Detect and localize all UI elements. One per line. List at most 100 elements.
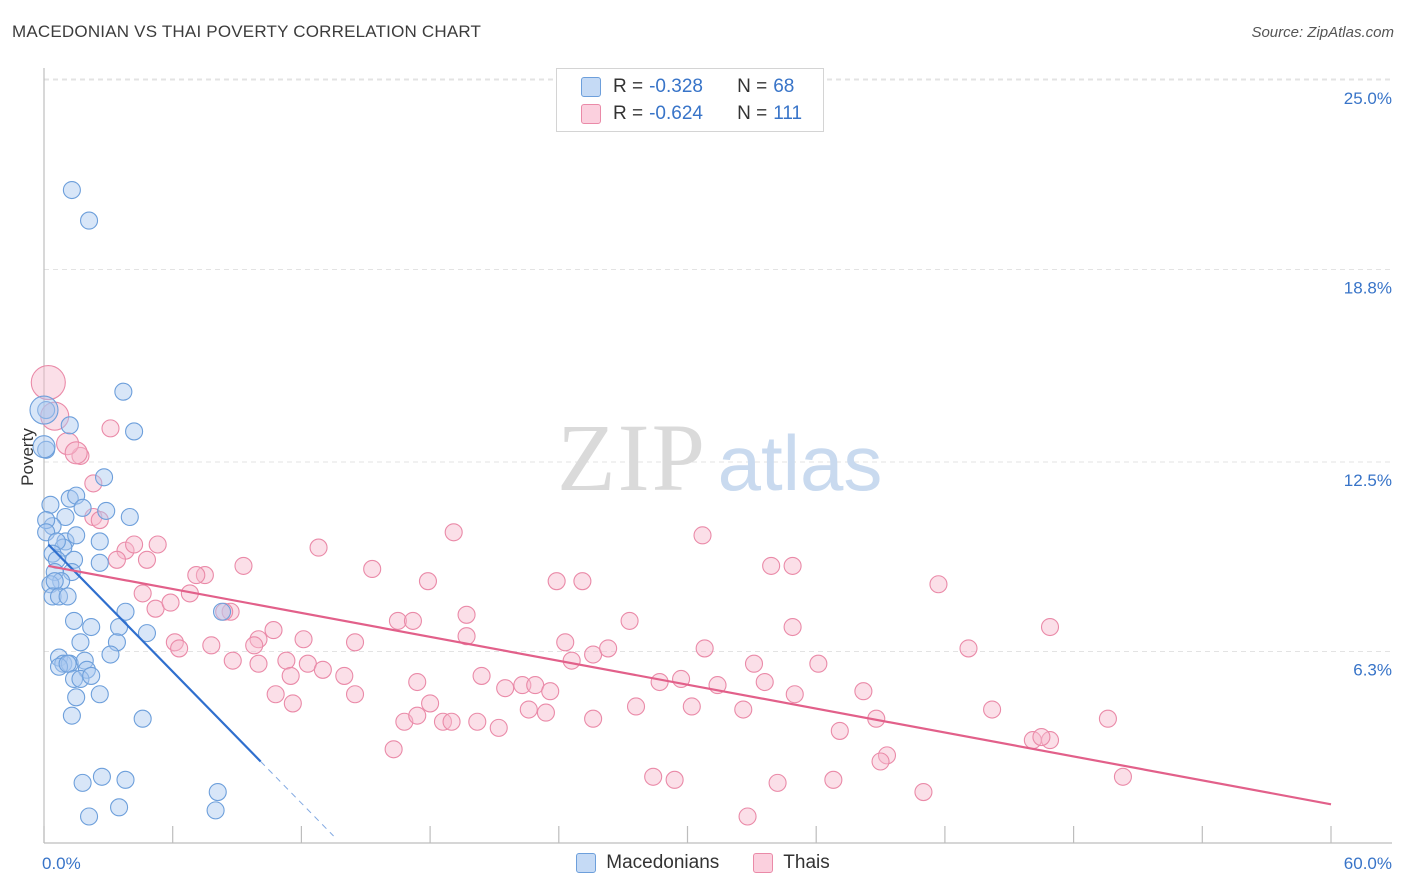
- thai-point: [755, 672, 774, 692]
- source-credit: Source: ZipAtlas.com: [1251, 24, 1394, 41]
- legend-swatch-blue: [576, 853, 597, 873]
- macedonian-point: [92, 767, 111, 786]
- thai-point: [914, 782, 933, 802]
- thai-point: [783, 617, 802, 637]
- macedonian-point: [110, 617, 129, 637]
- macedonian-point: [67, 526, 86, 545]
- thai-point: [541, 682, 560, 701]
- thai-point: [245, 636, 264, 655]
- y-tick-label: 25.0%: [1344, 89, 1392, 108]
- legend-row-thais: R = -0.624 N = 111: [581, 102, 802, 126]
- macedonian-point: [206, 801, 225, 820]
- thai-point: [854, 682, 873, 701]
- macedonian-point: [52, 572, 71, 591]
- legend-item-thais[interactable]: Thais: [753, 852, 830, 874]
- macedonian-point: [79, 211, 99, 230]
- thai-point: [309, 538, 328, 557]
- macedonian-point: [82, 666, 101, 685]
- macedonian-point: [56, 507, 75, 527]
- macedonian-point: [62, 706, 81, 725]
- thai-point: [277, 651, 296, 670]
- axes: [43, 68, 1392, 844]
- legend-r-label: R =: [613, 76, 644, 97]
- thai-point: [983, 700, 1002, 719]
- thai-point: [418, 572, 438, 591]
- thai-point: [547, 572, 566, 591]
- macedonian-point: [90, 685, 109, 704]
- macedonian-point: [41, 495, 60, 514]
- thais-trend-line: [48, 564, 1332, 806]
- macedonian-point: [29, 395, 59, 425]
- thai-point: [457, 605, 476, 624]
- thai-point: [107, 550, 126, 569]
- thai-point: [744, 654, 764, 673]
- macedonians-points: [29, 180, 232, 826]
- legend-row-macedonians: R = -0.328 N = 68: [581, 75, 794, 99]
- macedonian-point: [208, 782, 227, 802]
- thai-point: [298, 654, 317, 673]
- thai-point: [335, 666, 354, 685]
- thai-point: [187, 566, 206, 585]
- macedonian-point: [95, 468, 114, 487]
- thai-point: [496, 679, 515, 698]
- legend-item-macedonians[interactable]: Macedonians: [576, 852, 719, 874]
- y-tick-label: 18.8%: [1344, 278, 1392, 297]
- thai-point: [90, 511, 109, 530]
- thai-point: [1040, 617, 1060, 637]
- thai-point: [30, 364, 66, 401]
- macedonian-point: [137, 624, 157, 643]
- thai-point: [281, 666, 300, 685]
- macedonian-point: [116, 602, 135, 621]
- thai-point: [161, 593, 180, 612]
- macedonians-trend-line: [47, 543, 262, 763]
- thai-point: [202, 636, 221, 655]
- thai-point: [556, 633, 575, 652]
- thai-point: [693, 526, 712, 545]
- thai-point: [125, 535, 144, 554]
- macedonian-point: [116, 770, 135, 789]
- macedonian-point: [64, 669, 84, 689]
- macedonian-point: [79, 807, 99, 826]
- thai-point: [345, 685, 365, 704]
- x-tick-label: 60.0%: [1344, 854, 1392, 873]
- thai-point: [264, 621, 283, 640]
- thai-point: [345, 633, 365, 652]
- macedonian-point: [73, 498, 92, 517]
- thai-point: [768, 773, 787, 792]
- macedonian-point: [82, 617, 101, 637]
- watermark-atlas: atlas: [718, 419, 883, 507]
- macedonian-point: [64, 611, 84, 630]
- thai-point: [313, 660, 332, 679]
- macedonian-point: [58, 587, 77, 606]
- thai-point: [363, 559, 382, 579]
- macedonian-point: [43, 587, 62, 606]
- macedonian-point: [125, 422, 144, 441]
- thai-point: [562, 651, 581, 670]
- macedonian-point: [73, 773, 92, 792]
- thai-point: [223, 651, 242, 670]
- macedonian-point: [45, 572, 64, 591]
- thai-point: [84, 474, 103, 493]
- thai-point: [785, 685, 804, 704]
- legend-label-thais: Thais: [783, 852, 830, 873]
- series-legend: Macedonians Thais: [0, 852, 1406, 874]
- thai-point: [468, 712, 487, 731]
- thai-point: [294, 630, 313, 649]
- legend-n-value: 68: [773, 76, 795, 97]
- macedonian-point: [71, 669, 90, 689]
- tick-labels: 6.3% 12.5% 18.8% 25.0% 0.0% 60.0%: [42, 89, 1392, 873]
- thai-point: [536, 703, 555, 722]
- macedonians-trend-extension: [260, 761, 334, 837]
- thai-point: [824, 770, 843, 789]
- thai-point: [472, 666, 491, 685]
- macedonian-point: [37, 400, 56, 420]
- thai-point: [762, 556, 781, 575]
- macedonian-point: [212, 602, 232, 621]
- trend-lines: [47, 543, 1332, 837]
- macedonian-point: [90, 553, 109, 572]
- thai-point: [384, 740, 403, 759]
- thai-point: [513, 676, 532, 695]
- thai-point: [584, 709, 603, 728]
- thai-point: [695, 639, 714, 658]
- macedonian-point: [60, 416, 79, 435]
